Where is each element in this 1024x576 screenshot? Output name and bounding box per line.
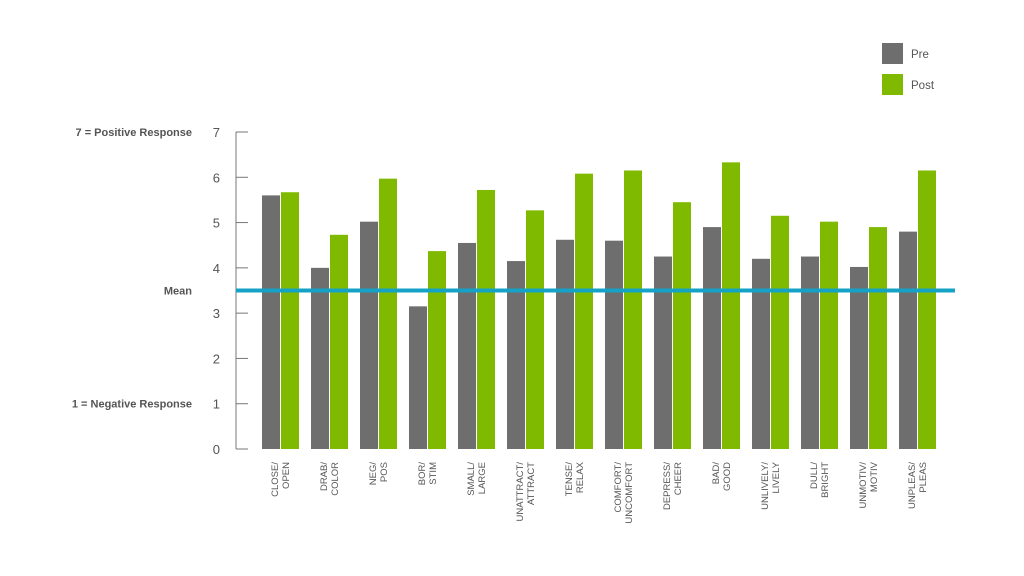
category-label: DEPRESS/CHEER [662,462,684,510]
category-label: UNLIVELY/LIVELY [760,461,782,510]
bar-pre-depress-cheer [654,256,672,449]
bar-pre-dull-bright [801,256,819,449]
bar-post-small-large [477,189,495,450]
y-tick-label: 7 [213,125,220,140]
bar-post-comfort-uncomfort [624,170,642,449]
bar-post-unattract-attract [526,210,544,449]
bar-pre-unattract-attract [507,261,525,449]
bar-post-neg-pos [379,178,397,449]
y-tick-label: 6 [213,170,220,185]
legend-swatch-post [882,74,903,95]
legend-label-pre: Pre [911,49,929,61]
y-tick-label: 3 [213,306,220,321]
bar-pre-close-open [262,195,280,449]
positive-response-label: 7 = Positive Response [76,127,192,139]
y-tick-label: 4 [213,261,220,276]
negative-response-label: 1 = Negative Response [72,399,192,411]
legend: Pre Post [882,43,935,95]
bar-post-close-open [281,192,299,450]
category-label: BOR/STIM [417,462,439,486]
category-labels: CLOSE/OPEN DRAB/COLOR NEG/POS BOR/STIM SMALL… [270,461,929,523]
bar-post-unpleas-pleas [918,170,936,449]
bar-pre-unpleas-pleas [899,231,917,449]
bar-post-unlively-lively [771,215,789,449]
mean-label: Mean [164,286,192,298]
category-label: SMALL/LARGE [466,462,488,496]
legend-label-post: Post [911,80,935,92]
bar-post-dull-bright [820,221,838,449]
bar-post-unmotiv-motiv [869,227,887,449]
bar-pre-neg-pos [360,221,378,449]
category-label: UNMOTIV/MOTIV [858,461,880,508]
category-label: CLOSE/OPEN [270,462,292,497]
bar-post-bad-good [722,162,740,449]
y-tick-label: 5 [213,216,220,231]
bar-pre-tense-relax [556,239,574,449]
category-label: TENSE/RELAX [564,461,586,496]
bar-post-depress-cheer [673,202,691,449]
category-label: UNATTRACT/ATTRACT [515,462,537,522]
y-tick-label: 1 [213,397,220,412]
category-label: DULL/BRIGHT [809,462,831,498]
y-tick-labels: 0 1 2 3 4 5 6 7 [213,125,220,457]
y-tick-label: 0 [213,442,220,457]
legend-swatch-pre [882,43,903,64]
bar-pre-bad-good [703,227,721,449]
bar-post-bor-stim [428,251,446,449]
bar-pre-comfort-uncomfort [605,240,623,449]
category-label: BAD/GOOD [711,462,733,491]
bar-pre-unlively-lively [752,258,770,449]
bar-post-drab-color [330,234,348,449]
y-tick-label: 2 [213,351,220,366]
bar-pre-small-large [458,242,476,449]
bars-group [262,162,936,450]
category-label: COMFORT/UNCOMFORT [613,462,635,524]
bar-pre-unmotiv-motiv [850,266,868,449]
bar-post-tense-relax [575,173,593,450]
category-label: UNPLEAS/PLEAS [907,462,929,509]
bar-pre-drab-color [311,267,329,449]
category-label: NEG/POS [368,462,390,486]
bar-pre-bor-stim [409,306,427,449]
category-label: DRAB/COLOR [319,462,341,496]
